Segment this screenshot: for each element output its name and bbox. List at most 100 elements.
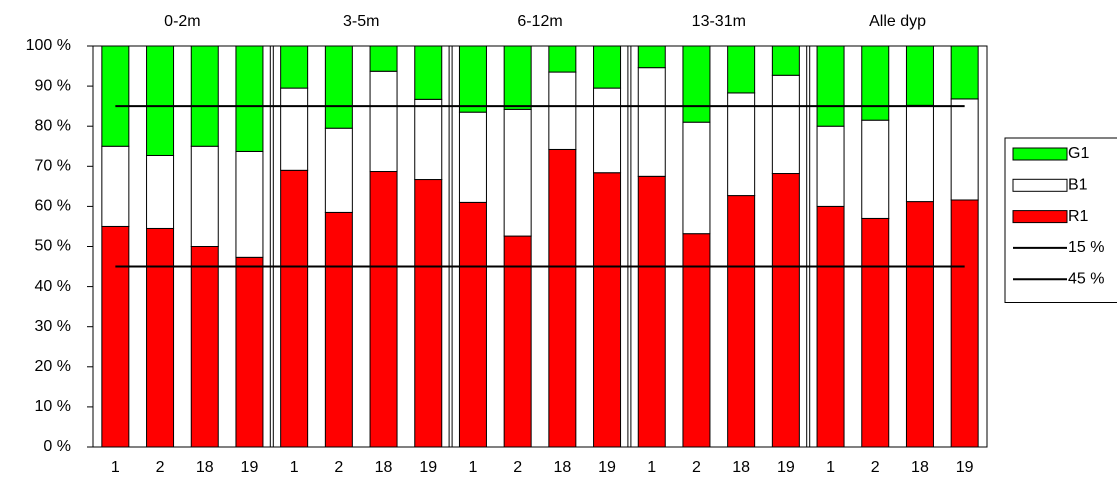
y-tick-label: 50 %	[35, 238, 71, 255]
bar-segment	[235, 150, 264, 258]
bar-segment	[771, 173, 800, 448]
bar-segment	[548, 148, 577, 448]
x-tick-label: 18	[196, 459, 214, 476]
x-tick-label: 2	[334, 459, 343, 476]
plot-frame	[92, 45, 988, 448]
bar-segment	[682, 121, 711, 235]
bar-segment	[503, 235, 532, 448]
bar-segment	[727, 45, 756, 94]
x-tick-label: 1	[647, 459, 656, 476]
x-tick-label: 18	[553, 459, 571, 476]
bar-segment	[190, 145, 219, 247]
x-tick-label: 19	[956, 459, 974, 476]
bar-segment	[280, 87, 309, 171]
group-label: 13-31m	[692, 13, 746, 30]
bar-segment	[414, 98, 443, 181]
bar-segment	[146, 154, 175, 229]
bar-segment	[190, 45, 219, 147]
bar-segment	[324, 211, 353, 448]
bar-segment	[950, 98, 979, 201]
bar-segment	[637, 45, 666, 69]
bar-segment	[190, 246, 219, 448]
x-tick-label: 1	[468, 459, 477, 476]
bar-segment	[458, 111, 487, 203]
bar-segment	[816, 125, 845, 207]
legend-label: 15 %	[1068, 239, 1104, 256]
x-tick-label: 2	[513, 459, 522, 476]
x-tick-label: 2	[156, 459, 165, 476]
bar-segment	[324, 127, 353, 213]
y-tick-label: 0 %	[43, 438, 71, 455]
bar-segment	[905, 201, 934, 448]
bar-segment	[861, 217, 890, 448]
y-tick-label: 100 %	[26, 37, 71, 54]
bar-segment	[637, 175, 666, 448]
x-tick-label: 1	[111, 459, 120, 476]
x-tick-label: 19	[598, 459, 616, 476]
bar-segment	[324, 45, 353, 129]
bar-segment	[905, 45, 934, 106]
bar-segment	[235, 256, 264, 448]
x-tick-label: 2	[871, 459, 880, 476]
bar-segment	[146, 45, 175, 156]
legend-label: B1	[1068, 177, 1088, 194]
group-label: Alle dyp	[869, 13, 926, 30]
bar-segment	[727, 92, 756, 197]
bar-segment	[593, 87, 622, 174]
bar-segment	[101, 225, 130, 448]
group-label: 3-5m	[343, 13, 379, 30]
bar-segment	[593, 172, 622, 448]
x-tick-label: 18	[375, 459, 393, 476]
y-tick-label: 60 %	[35, 198, 71, 215]
bar-segment	[280, 169, 309, 448]
y-tick-label: 20 %	[35, 358, 71, 375]
bar-segment	[682, 45, 711, 123]
x-tick-label: 19	[419, 459, 437, 476]
bar-segment	[905, 104, 934, 203]
group-label: 0-2m	[164, 13, 200, 30]
bar-segment	[414, 179, 443, 448]
x-tick-label: 19	[241, 459, 259, 476]
legend-marker	[1012, 178, 1068, 192]
legend-marker	[1012, 210, 1068, 224]
y-tick-label: 90 %	[35, 77, 71, 94]
bar-segment	[235, 45, 264, 152]
bar-segment	[950, 45, 979, 100]
bar-segment	[458, 201, 487, 448]
bar-segment	[369, 171, 398, 448]
x-tick-label: 19	[777, 459, 795, 476]
bar-segment	[771, 45, 800, 76]
y-tick-label: 80 %	[35, 117, 71, 134]
bar-segment	[101, 45, 130, 147]
bar-segment	[637, 67, 666, 177]
bar-segment	[861, 45, 890, 121]
bar-segment	[816, 45, 845, 127]
legend-label: R1	[1068, 208, 1089, 225]
bar-segment	[950, 199, 979, 448]
bar-segment	[861, 119, 890, 219]
x-tick-label: 2	[692, 459, 701, 476]
bar-segment	[548, 71, 577, 150]
bar-segment	[458, 45, 487, 113]
bar-segment	[593, 45, 622, 89]
x-tick-label: 1	[290, 459, 299, 476]
bar-segment	[503, 108, 532, 237]
y-tick-label: 30 %	[35, 318, 71, 335]
bar-segment	[414, 45, 443, 100]
bar-segment	[280, 45, 309, 89]
y-tick-label: 70 %	[35, 158, 71, 175]
x-tick-label: 18	[732, 459, 750, 476]
legend-marker	[1012, 147, 1068, 161]
x-tick-label: 18	[911, 459, 929, 476]
bar-segment	[771, 74, 800, 175]
legend-label: G1	[1068, 145, 1089, 162]
legend-label: 45 %	[1068, 270, 1104, 287]
y-tick-label: 10 %	[35, 398, 71, 415]
bar-segment	[727, 195, 756, 448]
bar-segment	[101, 145, 130, 227]
group-label: 6-12m	[517, 13, 562, 30]
bar-segment	[369, 70, 398, 173]
bar-segment	[503, 45, 532, 110]
y-tick-label: 40 %	[35, 278, 71, 295]
